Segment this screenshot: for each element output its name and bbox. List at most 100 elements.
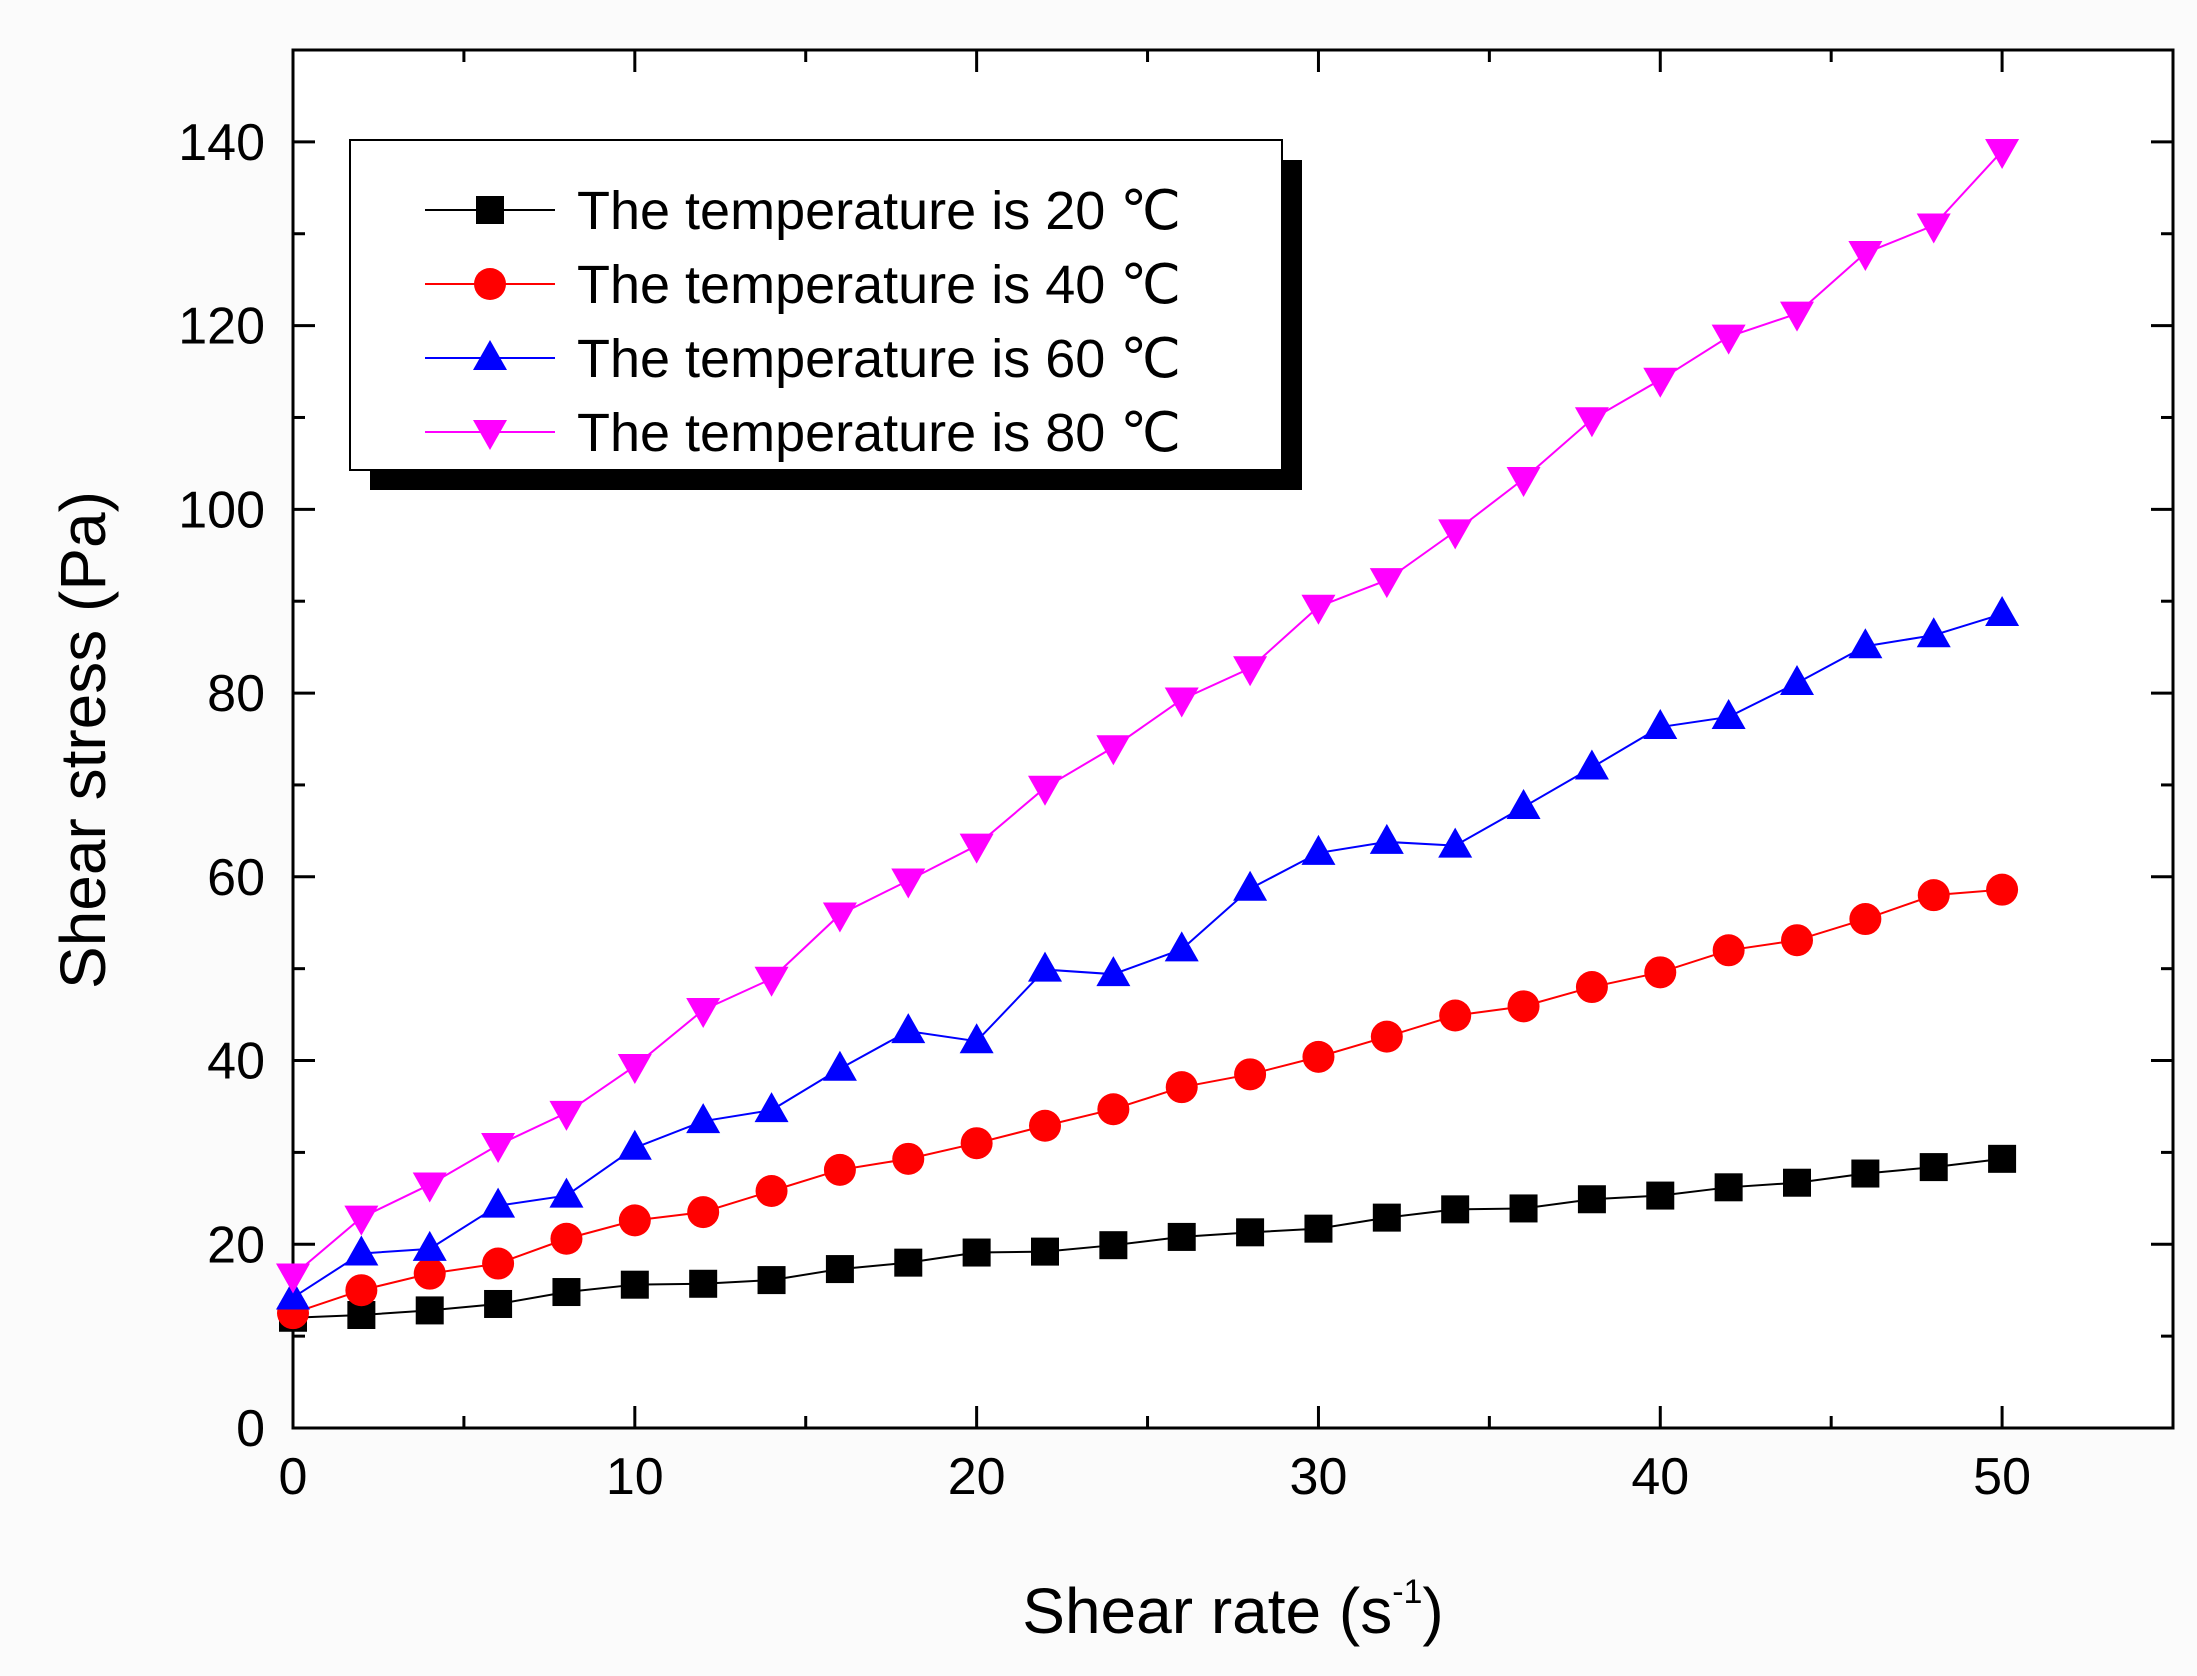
data-point: [1919, 1153, 1948, 1182]
y-tick-label: 40: [207, 1033, 265, 1091]
data-point: [1985, 139, 2020, 170]
data-point: [1643, 367, 1678, 398]
data-point: [1029, 1109, 1061, 1142]
data-point: [1369, 823, 1404, 854]
data-point: [1438, 519, 1473, 550]
series-4: [276, 139, 2020, 1294]
data-point: [891, 868, 926, 899]
data-point: [1509, 1194, 1538, 1223]
legend-box: [349, 139, 1283, 471]
x-tick-label: 50: [1973, 1448, 2031, 1506]
y-axis: 0 20 40 60 80 100 120 140: [178, 48, 2173, 1458]
data-point: [482, 1247, 515, 1280]
data-point: [1372, 1203, 1401, 1232]
y-tick-label: 60: [207, 849, 265, 907]
data-point: [1506, 788, 1541, 819]
x-tick-label: 0: [279, 1448, 308, 1506]
data-point: [687, 1196, 720, 1229]
data-point: [549, 1100, 584, 1131]
data-point: [1781, 924, 1813, 957]
series-3: [276, 596, 2020, 1310]
data-point: [686, 998, 721, 1029]
data-point: [1439, 999, 1472, 1032]
data-point: [1574, 407, 1609, 438]
data-point: [344, 1205, 379, 1236]
data-point: [552, 1278, 581, 1307]
x-axis-title: Shear rate (s-1): [1022, 1573, 1443, 1647]
legend-marker: [473, 420, 507, 450]
data-point: [962, 1238, 991, 1267]
x-tick-label: 30: [1290, 1448, 1348, 1506]
data-point: [1986, 873, 2019, 906]
data-point: [757, 1266, 786, 1295]
data-point: [344, 1235, 379, 1266]
data-point: [1167, 1222, 1196, 1251]
data-point: [1096, 735, 1131, 766]
x-axis: 0 10 20 30 40 50: [279, 50, 2175, 1506]
data-point: [1711, 324, 1746, 355]
data-point: [1165, 1071, 1198, 1104]
data-point: [689, 1269, 718, 1298]
data-point: [686, 1103, 721, 1134]
y-tick-label: 100: [178, 481, 265, 539]
data-point: [1028, 775, 1062, 806]
legend-label: The temperature is 40 ℃: [577, 255, 1181, 315]
data-point: [1988, 1144, 2017, 1173]
data-point: [1506, 467, 1541, 498]
legend-label: The temperature is 60 ℃: [577, 329, 1181, 389]
data-point: [1301, 594, 1336, 625]
data-point: [1438, 827, 1473, 858]
data-point: [345, 1274, 378, 1307]
data-point: [1577, 1185, 1606, 1214]
data-point: [822, 1050, 857, 1081]
data-point: [891, 1013, 926, 1044]
series-1: [279, 1144, 2017, 1332]
data-point: [1301, 834, 1336, 865]
legend-marker: [474, 268, 506, 300]
data-point: [1848, 628, 1883, 659]
data-point: [1096, 956, 1131, 987]
data-point: [1711, 698, 1746, 729]
data-point: [1985, 596, 2020, 627]
x-tick-label: 10: [606, 1448, 664, 1506]
legend: The temperature is 20 ℃ The temperature i…: [349, 139, 1302, 490]
y-tick-label: 140: [178, 114, 265, 172]
data-point: [1441, 1195, 1470, 1224]
data-point: [892, 1142, 925, 1175]
y-tick-label: 120: [178, 298, 265, 356]
data-point: [1917, 879, 1950, 912]
data-point: [1234, 1058, 1267, 1091]
data-point: [1783, 1168, 1811, 1197]
legend-item: The temperature is 60 ℃: [425, 329, 1181, 389]
data-point: [1574, 749, 1609, 780]
y-tick-label: 0: [236, 1400, 265, 1458]
legend-label: The temperature is 80 ℃: [577, 403, 1181, 463]
data-point: [959, 1023, 994, 1054]
data-point: [481, 1187, 516, 1218]
data-point: [960, 1127, 993, 1160]
data-point: [1712, 934, 1745, 967]
series-2: [277, 873, 2019, 1330]
data-point: [1164, 931, 1199, 962]
data-point: [1780, 664, 1814, 695]
data-point: [1575, 971, 1608, 1004]
data-point: [1304, 1214, 1333, 1243]
series-line: [292, 613, 2003, 1299]
data-point: [1370, 1020, 1403, 1053]
data-point: [617, 1054, 652, 1085]
data-point: [1646, 1181, 1675, 1210]
data-point: [1233, 656, 1268, 687]
data-point: [1099, 1231, 1128, 1260]
data-point: [1849, 903, 1882, 936]
data-point: [1233, 870, 1268, 901]
data-point: [276, 1279, 310, 1310]
data-point: [1028, 951, 1062, 982]
data-point: [1369, 568, 1404, 599]
legend-item: The temperature is 80 ℃: [425, 403, 1181, 463]
data-point: [276, 1263, 310, 1294]
data-point: [415, 1296, 444, 1325]
data-point: [754, 1092, 789, 1123]
data-point: [618, 1204, 651, 1237]
data-series: [276, 139, 2020, 1332]
